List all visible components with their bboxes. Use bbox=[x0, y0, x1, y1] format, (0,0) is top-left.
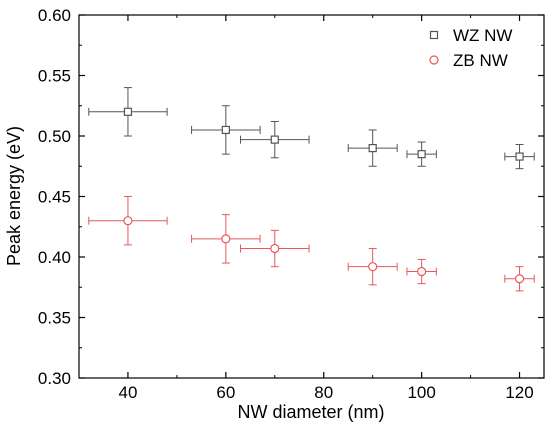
x-axis-ticks: 40 60 80 100 120 bbox=[78, 15, 534, 402]
y-tick-label: 0.30 bbox=[38, 369, 71, 388]
data-point-circle bbox=[221, 234, 231, 244]
data-point-square bbox=[515, 152, 524, 161]
x-tick-label: 60 bbox=[216, 383, 235, 402]
x-axis-label: NW diameter (nm) bbox=[237, 402, 384, 422]
y-tick-label: 0.60 bbox=[38, 6, 71, 25]
x-tick-label: 100 bbox=[407, 383, 435, 402]
legend-item: ZB NW bbox=[429, 51, 508, 70]
legend: WZ NW ZB NW bbox=[429, 26, 512, 70]
y-tick-label: 0.40 bbox=[38, 248, 71, 267]
series-wz-nw bbox=[88, 87, 535, 170]
x-tick-label: 80 bbox=[314, 383, 333, 402]
data-point-circle bbox=[270, 243, 280, 254]
y-axis-label: Peak energy (eV) bbox=[4, 126, 24, 266]
x-tick-label: 120 bbox=[505, 383, 533, 402]
y-tick-label: 0.50 bbox=[38, 127, 71, 146]
y-axis-ticks: 0.30 0.35 0.40 0.45 0.50 0.55 0.60 bbox=[38, 6, 544, 388]
data-point-square bbox=[429, 30, 439, 40]
data-point-square bbox=[368, 144, 377, 153]
data-point-circle bbox=[368, 262, 378, 272]
data-point-circle bbox=[514, 274, 525, 284]
data-point-circle bbox=[417, 266, 427, 277]
series-layer bbox=[88, 87, 535, 292]
data-point-square bbox=[417, 150, 426, 159]
data-point-circle bbox=[123, 216, 133, 226]
series-zb-nw bbox=[88, 196, 535, 292]
legend-item: WZ NW bbox=[429, 26, 512, 45]
data-point-square bbox=[221, 125, 230, 135]
y-tick-label: 0.55 bbox=[38, 67, 71, 86]
y-tick-label: 0.45 bbox=[38, 188, 71, 207]
y-tick-label: 0.35 bbox=[38, 309, 71, 328]
data-point-square bbox=[270, 135, 279, 144]
legend-label: ZB NW bbox=[453, 51, 508, 70]
data-point-circle bbox=[429, 55, 439, 65]
data-point-square bbox=[123, 107, 133, 116]
x-tick-label: 40 bbox=[118, 383, 137, 402]
legend-label: WZ NW bbox=[453, 26, 512, 45]
error-bar bbox=[504, 143, 535, 170]
